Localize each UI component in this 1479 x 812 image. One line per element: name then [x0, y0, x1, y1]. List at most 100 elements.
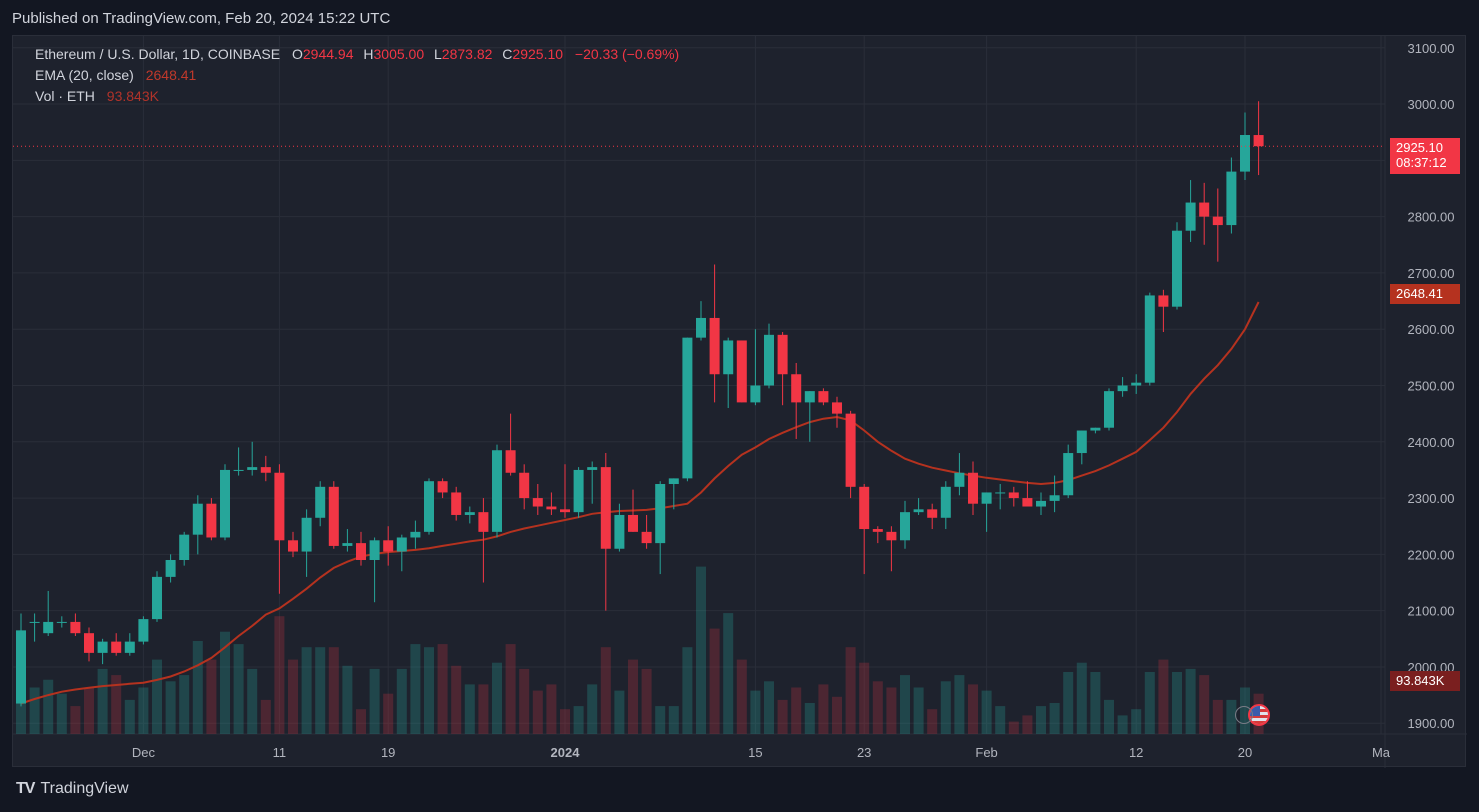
candle-body: [1212, 216, 1223, 226]
us-flag-icon[interactable]: [1248, 704, 1270, 726]
volume-bar: [396, 668, 407, 734]
volume-bar: [1008, 721, 1019, 734]
candle-body: [1090, 427, 1101, 431]
volume-bar: [1131, 709, 1142, 734]
volume-bar: [260, 699, 271, 734]
volume-bar: [818, 684, 829, 734]
volume-bar: [709, 628, 720, 734]
volume-bar: [641, 668, 652, 734]
volume-bar: [859, 662, 870, 734]
y-tick-label: 2100.00: [1408, 604, 1455, 619]
candle-body: [546, 506, 557, 510]
legend-vol-label: Vol · ETH: [35, 88, 95, 104]
x-tick-label: 20: [1238, 745, 1252, 760]
volume-bar: [179, 675, 190, 734]
volume-bar: [519, 668, 530, 734]
chart-canvas[interactable]: 1900.002000.002100.002200.002300.002400.…: [13, 36, 1467, 768]
published-note: Published on TradingView.com, Feb 20, 20…: [12, 10, 391, 27]
candle-body: [791, 374, 802, 403]
candle-countdown: 08:37:12: [1396, 155, 1447, 170]
volume-bar: [206, 659, 217, 734]
volume-bar: [383, 693, 394, 734]
candle-body: [274, 472, 285, 541]
volume-bar: [505, 644, 516, 734]
legend-volume[interactable]: Vol · ETH 93.843K: [35, 88, 159, 104]
volume-bar: [1022, 715, 1033, 734]
candle-body: [424, 481, 434, 532]
volume-bar: [233, 644, 244, 734]
candle-body: [995, 492, 1006, 494]
volume-bar: [29, 687, 40, 734]
candle-body: [84, 633, 94, 653]
legend-ema[interactable]: EMA (20, close) 2648.41: [35, 67, 196, 83]
candle-body: [192, 503, 203, 535]
y-tick-label: 2200.00: [1408, 547, 1455, 562]
volume-bar: [913, 687, 924, 734]
volume-bar: [288, 659, 298, 734]
candle-body: [1172, 230, 1182, 307]
dividend-icon[interactable]: [1235, 706, 1253, 724]
candle-body: [1117, 385, 1128, 392]
y-tick-label: 1900.00: [1408, 716, 1455, 731]
candle-body: [818, 391, 829, 403]
volume-bar: [478, 684, 489, 734]
candle-body: [179, 534, 190, 560]
volume-bar: [220, 631, 230, 734]
candle-body: [587, 467, 598, 470]
volume-bar: [356, 709, 366, 734]
volume-bar: [369, 668, 380, 734]
candle-body: [614, 514, 625, 549]
candle-body: [451, 492, 462, 515]
candle-body: [696, 317, 706, 338]
volume-bar: [736, 659, 747, 734]
candle-body: [532, 498, 543, 507]
volume-bar: [1144, 672, 1155, 734]
candle-body: [1144, 295, 1155, 383]
candle-body: [1036, 500, 1046, 507]
volume-bar: [124, 699, 135, 734]
volume-bar: [1049, 703, 1060, 734]
x-tick-label: 11: [273, 745, 287, 760]
candle-body: [247, 467, 258, 470]
legend-high-label: H: [363, 46, 374, 62]
x-tick-label: Dec: [132, 745, 156, 760]
volume-bar: [152, 659, 162, 734]
candle-body: [981, 492, 992, 504]
y-tick-label: 2500.00: [1408, 379, 1455, 394]
legend-high-value: 3005.00: [373, 46, 425, 62]
volume-bar: [70, 706, 81, 734]
candle-body: [1008, 492, 1019, 499]
candle-body: [777, 334, 788, 375]
volume-bar: [1212, 699, 1223, 734]
x-tick-label: 19: [381, 745, 395, 760]
candle-body: [152, 576, 162, 620]
candle-body: [709, 317, 720, 375]
brand-footer[interactable]: TV TradingView: [16, 780, 129, 798]
volume-tag-value: 93.843K: [1396, 673, 1445, 688]
chart-panel[interactable]: 1900.00 2000.00 2100.00 2200.00 2300.00 2400.…: [12, 35, 1467, 768]
volume-bar: [668, 706, 679, 734]
legend-close-value: 2925.10: [512, 46, 564, 62]
volume-bar: [1226, 699, 1237, 734]
tradingview-logo-icon: TV: [16, 780, 35, 797]
candle-body: [641, 531, 652, 544]
candle-body: [1253, 135, 1264, 147]
volume-bar: [628, 659, 638, 734]
volume-bar: [777, 699, 788, 734]
candle-body: [1063, 453, 1074, 496]
candle-body: [70, 621, 81, 634]
ema-tag-value: 2648.41: [1396, 286, 1443, 301]
volume-bar: [981, 690, 992, 734]
candle-body: [573, 469, 584, 513]
candle-body: [764, 334, 774, 386]
candle-body: [288, 540, 298, 552]
candle-body: [845, 413, 856, 487]
candle-body: [886, 531, 897, 541]
legend-close-label: C: [502, 46, 513, 62]
legend-low-label: L: [434, 46, 442, 62]
candle-body: [832, 402, 842, 414]
legend-open-label: O: [291, 46, 303, 62]
candle-body: [16, 630, 26, 704]
candle-body: [138, 619, 149, 642]
x-tick-label: Ma: [1372, 745, 1391, 760]
